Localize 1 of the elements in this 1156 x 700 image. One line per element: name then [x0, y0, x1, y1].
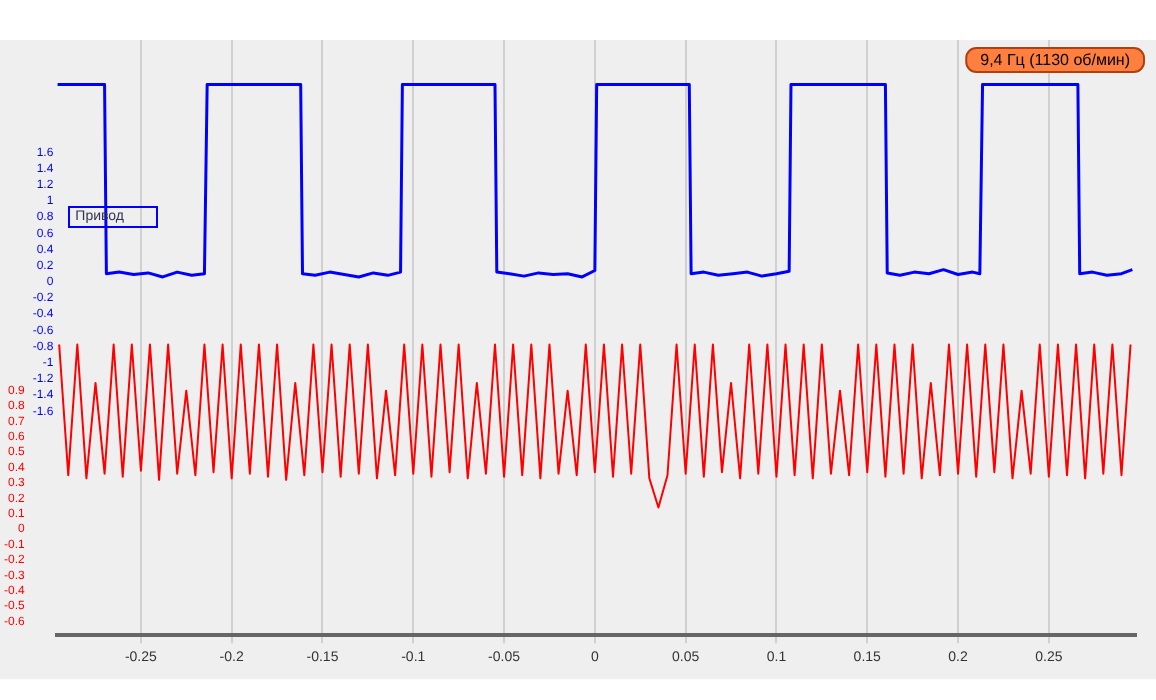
annotation: 9,4 Гц (1130 об/мин) — [980, 51, 1131, 70]
